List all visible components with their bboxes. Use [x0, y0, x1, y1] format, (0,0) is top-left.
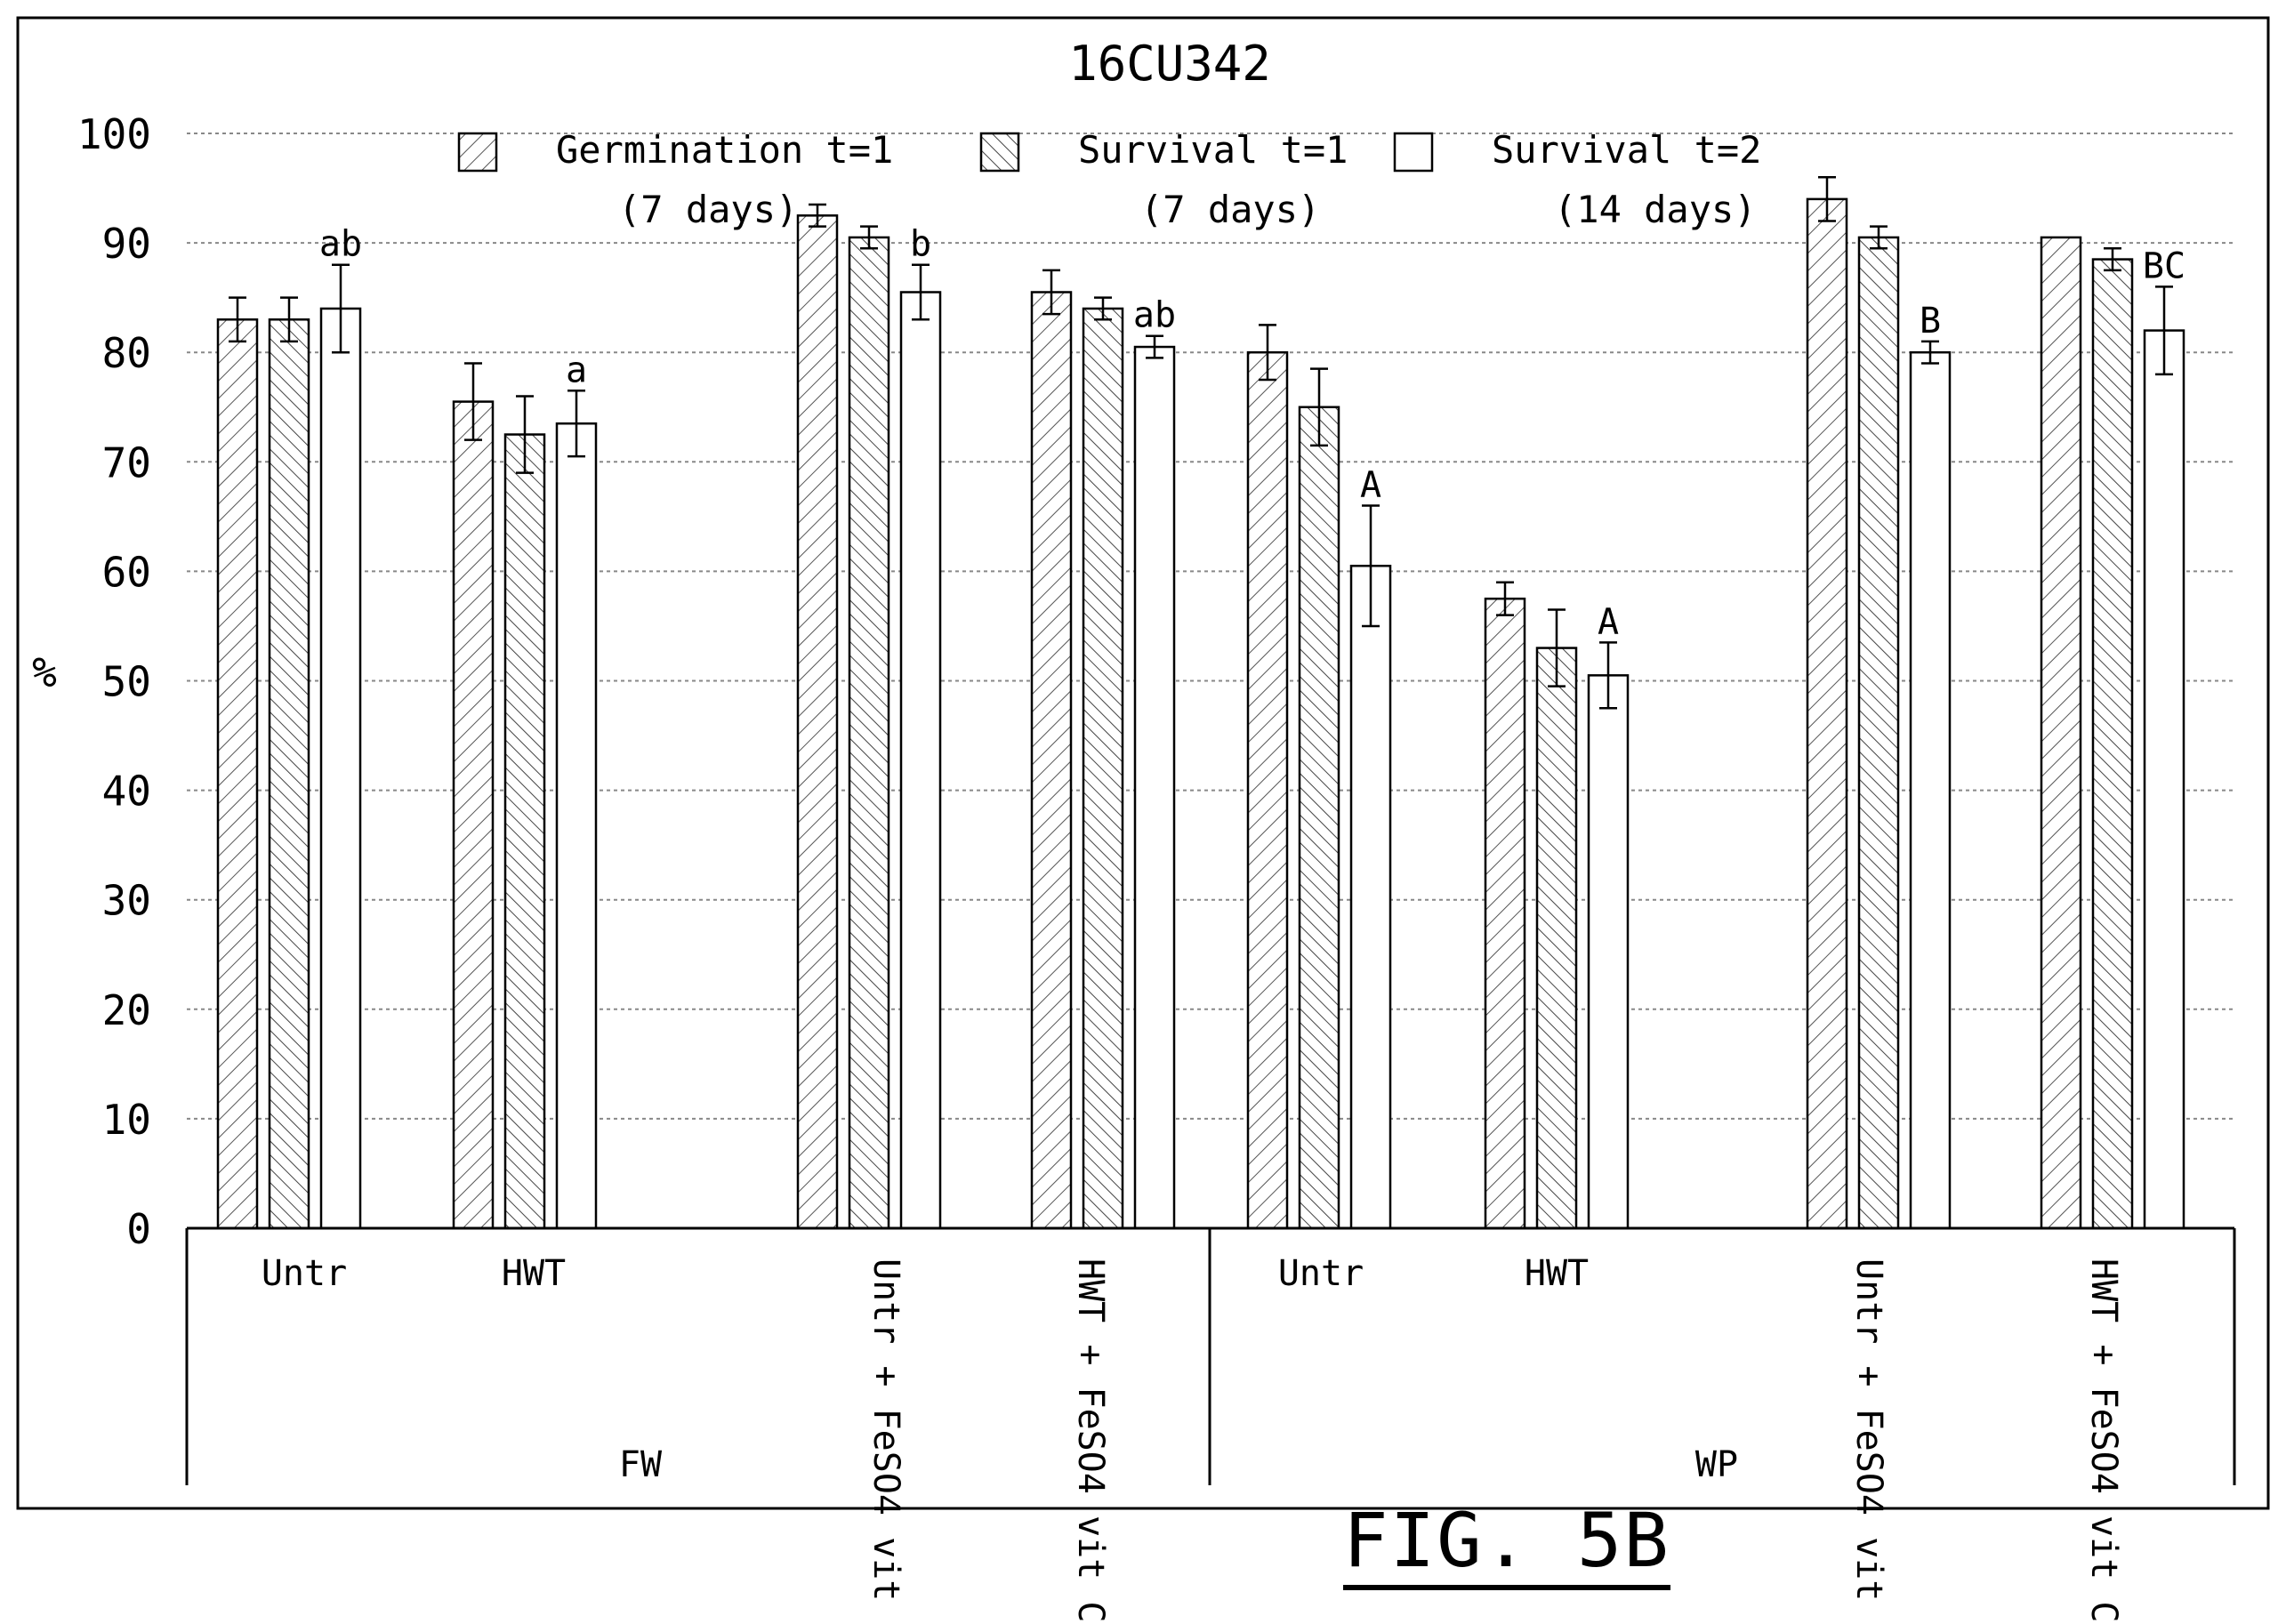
group-label: FW — [619, 1444, 663, 1485]
category-label: HWT + FeSO4 vit C — [1070, 1258, 1111, 1622]
category-label: HWT — [1525, 1253, 1589, 1294]
bar — [1857, 236, 1900, 1230]
bar — [1082, 307, 1124, 1230]
category-label: HWT — [502, 1253, 566, 1294]
legend-sublabel: (14 days) — [1554, 188, 1757, 231]
significance-label: A — [1360, 465, 1381, 506]
y-tick-label: 60 — [102, 548, 151, 596]
category-label: Untr — [262, 1253, 347, 1294]
significance-label: a — [566, 350, 587, 390]
bar — [1030, 291, 1073, 1230]
bar — [1349, 564, 1392, 1230]
bar — [2143, 329, 2185, 1230]
bar — [1246, 350, 1289, 1230]
significance-label: BC — [2143, 245, 2185, 286]
bar — [899, 291, 942, 1230]
legend-swatch — [1393, 132, 1434, 173]
legend-label: Survival t=2 — [1492, 128, 1761, 172]
y-tick-label: 50 — [102, 658, 151, 706]
outer-frame — [16, 16, 2270, 1510]
chart-title: 16CU342 — [1068, 36, 1271, 92]
bar — [452, 400, 495, 1230]
significance-label: ab — [1133, 295, 1176, 336]
y-tick-label: 90 — [102, 220, 151, 268]
y-tick-label: 80 — [102, 329, 151, 377]
bar — [2040, 236, 2082, 1230]
category-label: Untr + FeSO4 vit C — [865, 1258, 906, 1624]
significance-label: ab — [319, 224, 362, 265]
bar — [2091, 258, 2134, 1230]
bar — [1909, 350, 1952, 1230]
category-label: Untr — [1278, 1253, 1364, 1294]
significance-label: B — [1920, 301, 1941, 342]
bar — [319, 307, 362, 1230]
legend-sublabel: (7 days) — [618, 188, 798, 231]
bar — [1133, 345, 1176, 1230]
legend-sublabel: (7 days) — [1140, 188, 1320, 231]
y-tick-label: 10 — [102, 1096, 151, 1144]
bar — [796, 214, 839, 1230]
y-tick-label: 0 — [126, 1205, 151, 1253]
y-axis-label: % — [32, 648, 57, 696]
bar — [848, 236, 890, 1230]
significance-label: A — [1598, 601, 1619, 642]
group-label: WP — [1695, 1444, 1738, 1485]
bar — [268, 318, 310, 1230]
y-tick-label: 30 — [102, 877, 151, 925]
figure-label: FIG. 5B — [1343, 1503, 1671, 1590]
y-tick-label: 70 — [102, 438, 151, 486]
legend-swatch — [979, 132, 1020, 173]
bar — [1587, 674, 1630, 1230]
bar — [1806, 197, 1848, 1230]
bar — [1484, 597, 1526, 1230]
bar — [503, 433, 546, 1230]
legend-label: Survival t=1 — [1078, 128, 1348, 172]
y-tick-label: 100 — [77, 110, 151, 158]
significance-label: b — [910, 224, 931, 265]
y-tick-label: 20 — [102, 986, 151, 1034]
bar — [555, 422, 598, 1230]
legend-swatch — [457, 132, 498, 173]
category-label: Untr + FeSO4 vit C — [1848, 1258, 1889, 1624]
bar — [1298, 406, 1340, 1230]
legend-label: Germination t=1 — [556, 128, 893, 172]
bar — [216, 318, 259, 1230]
y-tick-label: 40 — [102, 768, 151, 816]
category-label: HWT + FeSO4 vit C — [2083, 1258, 2124, 1622]
bar — [1535, 647, 1578, 1230]
